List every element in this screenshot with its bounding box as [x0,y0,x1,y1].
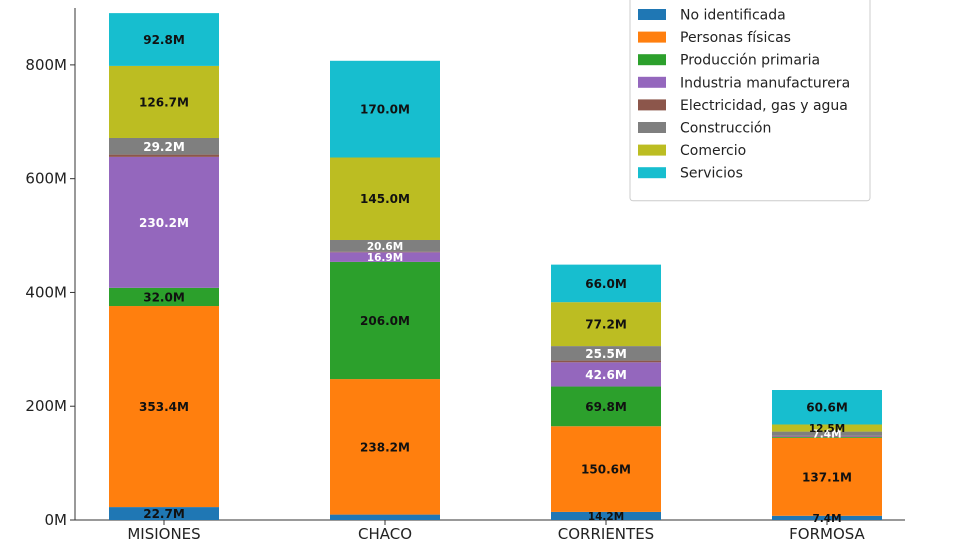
data-label: 22.7M [143,507,185,521]
legend-title: ... [743,0,756,1]
x-tick-label: MISIONES [127,525,200,540]
bar-segment [772,424,882,432]
bar-segment [109,507,219,520]
legend-entry: Servicios [680,166,743,182]
legend: ... No identificada Personas físicas Produc… [629,0,871,202]
data-label: 137.1M [802,470,852,484]
bar-segment [330,252,440,262]
legend-swatch [638,122,666,133]
bar-segment [109,13,219,66]
legend-entry: No identificada [680,8,786,24]
data-label: 20.6M [367,241,403,253]
bar-segment [772,431,882,436]
bar-segment [330,514,440,520]
legend-swatch [638,144,666,156]
data-label: 12.5M [809,423,845,435]
data-label: 66.0M [585,277,627,291]
bar-segment [551,362,661,387]
y-tick-label: 200M [25,397,67,415]
bar-segment [772,436,882,437]
bar-segment [330,239,440,252]
segment-labels: 22.7M 353.4M 32.0M 230.2M 29.2M 126.7M 92.8M 23… [139,33,852,525]
y-tick-label: 0M [45,511,68,529]
y-tick-label: 800M [25,56,67,74]
data-label: 7.4M [812,429,841,441]
bar-segment [109,137,219,155]
data-label: 77.2M [585,318,627,332]
data-label: 7.4M [812,513,841,525]
data-label: 29.2M [143,140,185,154]
data-label: 42.6M [585,368,627,382]
bar-segment [109,156,219,288]
data-label: 14.2M [588,511,624,523]
bar-segment [551,346,661,361]
data-label: 16.9M [367,252,403,264]
x-tick-label: CHACO [358,525,412,540]
bar-segment [551,264,661,303]
legend-swatch [638,9,666,20]
data-label: 238.2M [360,440,410,454]
bar-segment [330,251,440,253]
legend-swatch [638,31,666,43]
legend-entry: Personas físicas [680,30,791,46]
y-tick-label: 400M [25,283,67,301]
bar-segment [330,261,440,380]
data-label: 25.5M [585,347,627,361]
legend-entry: Industria manufacturera [680,75,850,91]
data-label: 353.4M [139,400,189,414]
legend-entry: Electricidad, gas y agua [680,98,848,114]
bar-segment [772,435,882,437]
bar-segment [551,511,661,520]
legend-entry: Producción primaria [680,53,820,69]
data-label: 170.0M [360,103,410,117]
legend-entry: Construcción [680,121,771,137]
legend-entry: Comercio [680,143,746,159]
bar-segment [551,360,661,363]
data-label: 92.8M [143,33,185,47]
data-label: 145.0M [360,192,410,206]
bar-segment [551,302,661,347]
y-tick-label: 600M [25,170,67,188]
bars [109,13,882,520]
bar-segment [772,436,882,438]
bar-segment [109,65,219,138]
data-label: 32.0M [143,290,185,304]
x-tick-label: FORMOSA [789,525,865,540]
bar-segment [772,390,882,425]
x-tick-label: CORRIENTES [558,525,654,540]
data-label: 126.7M [139,95,189,109]
bar-segment [330,60,440,158]
bar-segment [109,154,219,157]
data-label: 69.8M [585,400,627,414]
data-label: 60.6M [806,401,848,415]
bar-segment [330,157,440,240]
bar-segment [109,306,219,508]
legend-box [629,0,871,202]
bar-segment [551,386,661,427]
data-label: 150.6M [581,463,631,477]
data-label: 206.0M [360,314,410,328]
bar-segment [109,287,219,307]
bar-segment [330,379,440,515]
bar-segment [772,437,882,516]
legend-swatch [638,54,666,66]
bar-segment [551,426,661,512]
axes: 0M 200M 400M 600M 800M MISIONES CHACO CORRIENTE… [25,8,905,540]
bar-segment [772,515,882,520]
legend-swatch [638,167,666,179]
legend-swatch [638,99,666,111]
data-label: 230.2M [139,216,189,230]
legend-swatch [638,76,666,88]
